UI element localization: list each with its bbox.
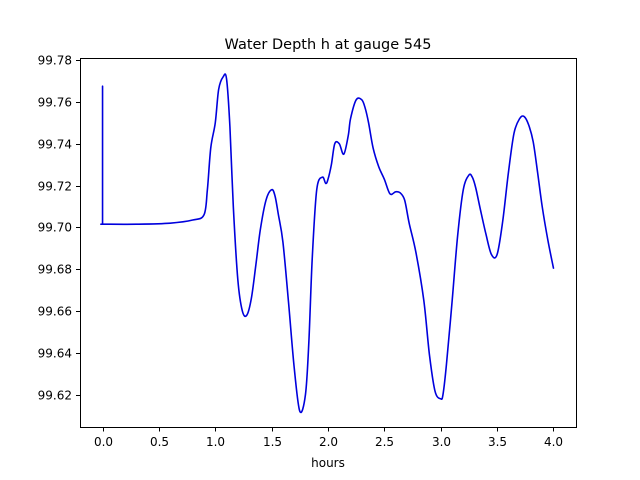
y-tick-label: 99.76 bbox=[38, 96, 72, 110]
x-tick-label: 4.0 bbox=[544, 435, 563, 449]
y-tick-label: 99.74 bbox=[38, 138, 72, 152]
y-tick-label: 99.70 bbox=[38, 221, 72, 235]
x-axis: 0.0 0.5 1.0 1.5 2.0 2.5 3.0 3.5 4.0 bbox=[94, 427, 563, 449]
x-tick-label: 1.5 bbox=[263, 435, 282, 449]
x-tick-label: 2.0 bbox=[319, 435, 338, 449]
y-tick-label: 99.78 bbox=[38, 54, 72, 68]
y-tick-label: 99.64 bbox=[38, 347, 72, 361]
x-axis-label: hours bbox=[311, 456, 345, 470]
plot-series bbox=[100, 73, 555, 414]
x-tick-label: 0.5 bbox=[150, 435, 169, 449]
y-axis: 99.62 99.64 99.66 99.68 99.70 99.72 99.74 99.76… bbox=[38, 54, 81, 403]
x-tick-label: 1.0 bbox=[206, 435, 225, 449]
y-tick-label: 99.62 bbox=[38, 389, 72, 403]
y-tick-label: 99.72 bbox=[38, 180, 72, 194]
y-tick-label: 99.66 bbox=[38, 305, 72, 319]
x-tick-label: 2.5 bbox=[375, 435, 394, 449]
chart-title: Water Depth h at gauge 545 bbox=[225, 37, 432, 53]
x-tick-label: 3.0 bbox=[432, 435, 451, 449]
x-tick-label: 0.0 bbox=[94, 435, 113, 449]
plot-frame bbox=[80, 58, 577, 428]
y-tick-label: 99.68 bbox=[38, 263, 72, 277]
x-tick-label: 3.5 bbox=[488, 435, 507, 449]
series-line bbox=[100, 73, 555, 414]
